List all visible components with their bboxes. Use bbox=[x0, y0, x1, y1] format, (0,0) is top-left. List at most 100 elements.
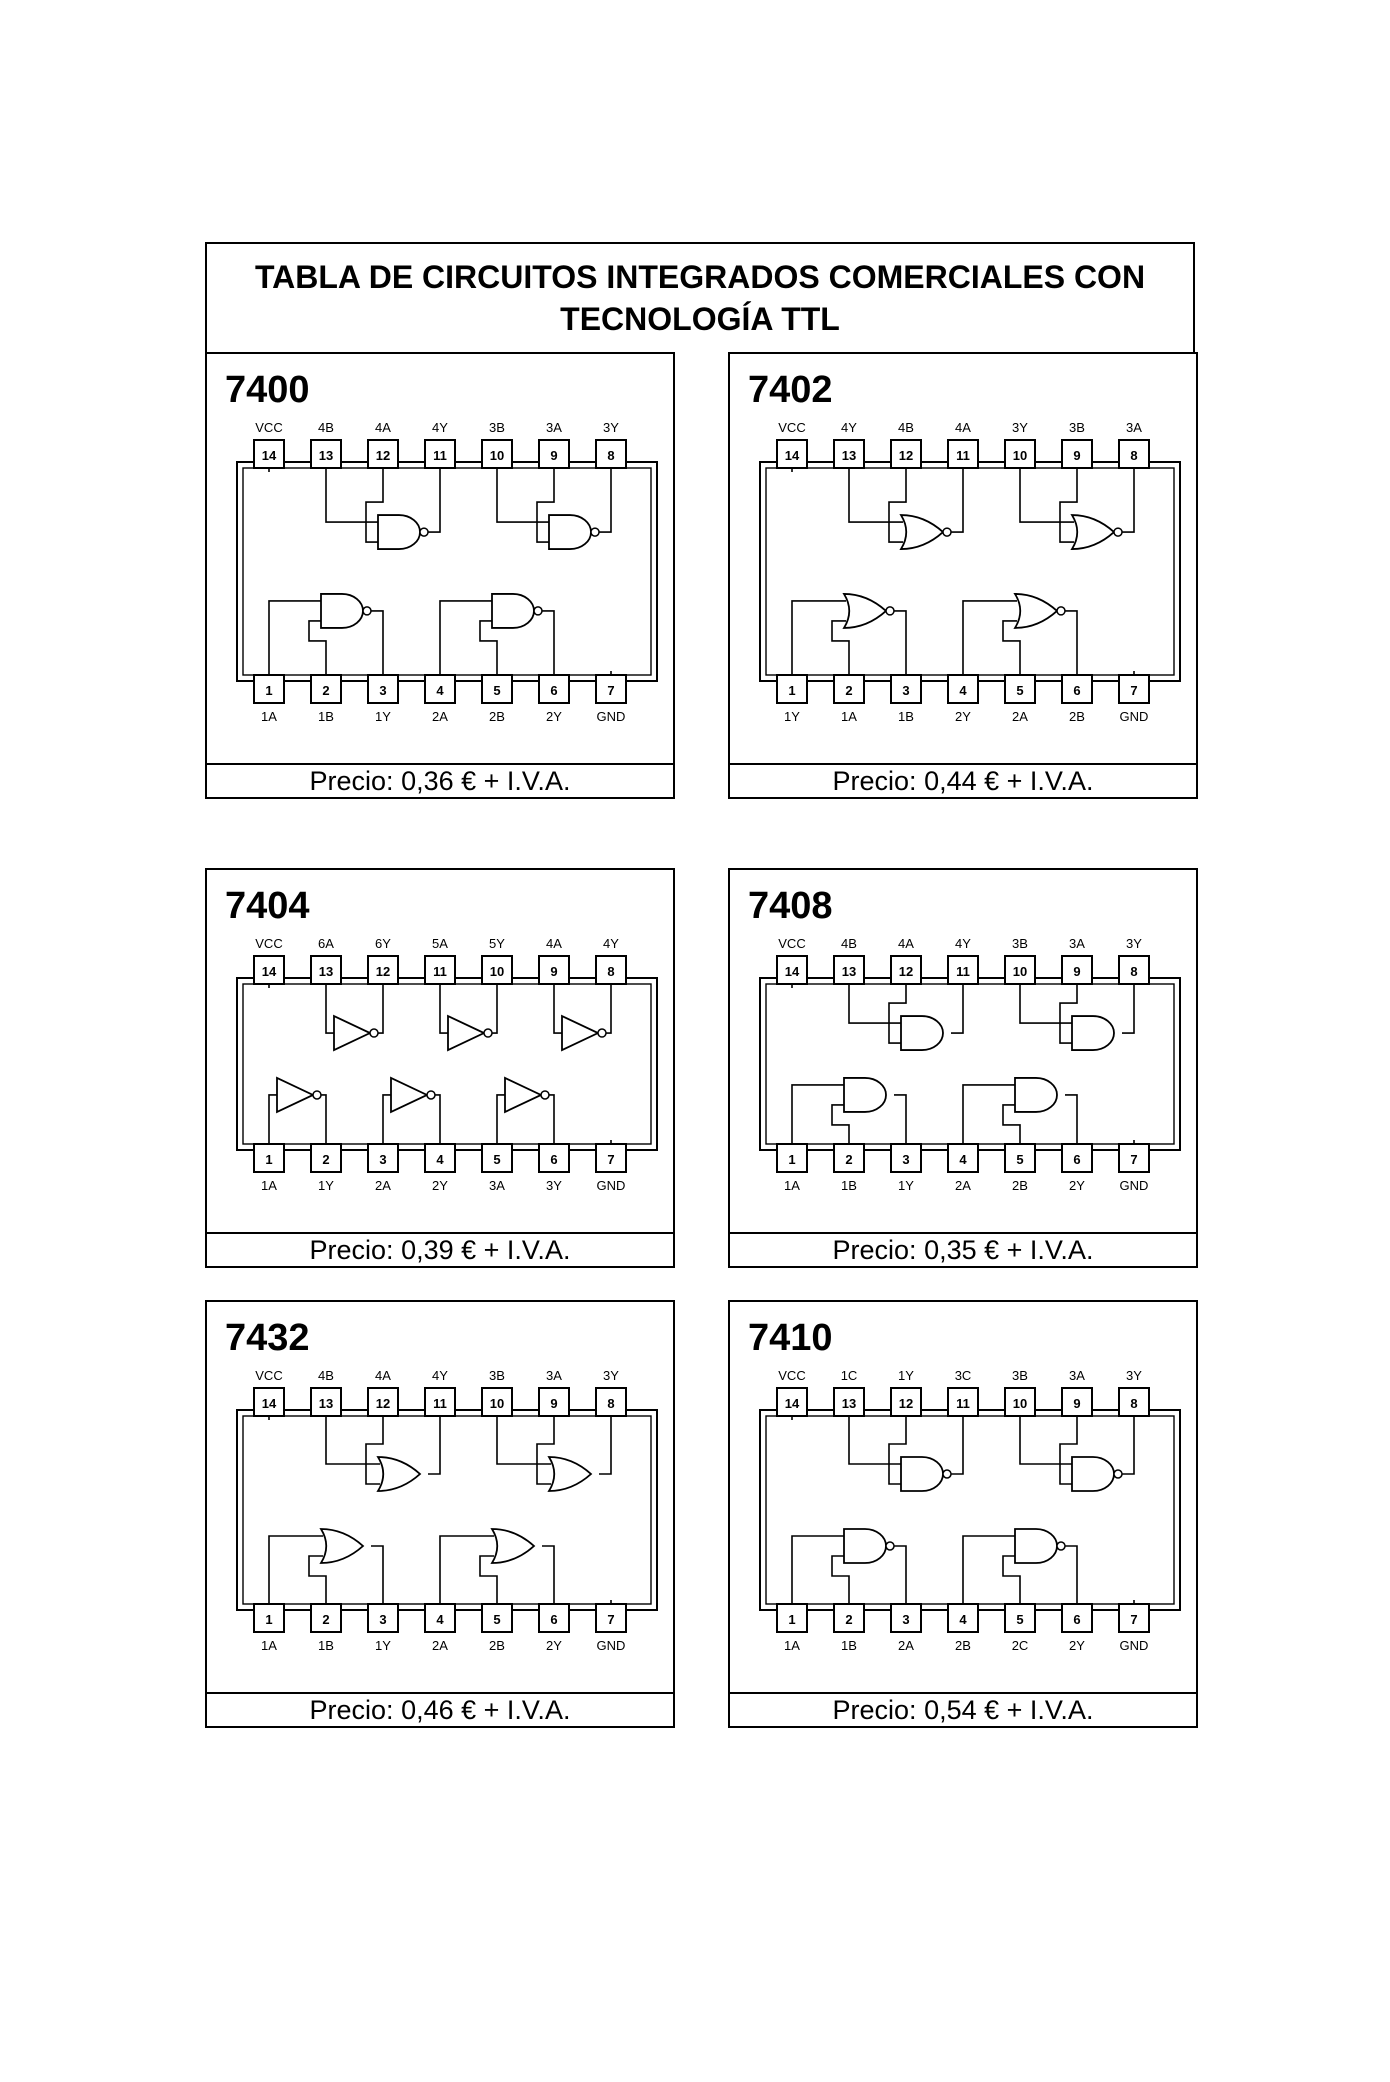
wire bbox=[1122, 1416, 1135, 1475]
package-inner-outline bbox=[765, 467, 1175, 676]
pin-box bbox=[833, 1603, 865, 1633]
pin-number: 1 bbox=[788, 1152, 795, 1167]
chip-diagram: 7400 14 VCC 1 1A 13 4B 2 1B 12 4A 3 1Y 11 4Y 4 2A 10 3B 5 2B… bbox=[225, 369, 658, 724]
not-gate-symbol bbox=[561, 1014, 607, 1052]
chip-panel-7400: 7400 14 VCC 1 1A 13 4B 2 1B 12 4A 3 1Y 11 4Y 4 2A 10 3B 5 2B… bbox=[205, 352, 675, 799]
not-gate-symbol bbox=[447, 1014, 493, 1052]
pin-label: 4A bbox=[375, 420, 391, 435]
wire bbox=[553, 984, 562, 1034]
wire bbox=[791, 1084, 846, 1144]
pin-number: 11 bbox=[956, 448, 970, 463]
pin-label: 2Y bbox=[1069, 1178, 1085, 1193]
pin-number: 3 bbox=[379, 1152, 386, 1167]
pin-number: 8 bbox=[1130, 964, 1137, 979]
not-gate-symbol bbox=[390, 1076, 436, 1114]
pin-label: 2B bbox=[489, 709, 505, 724]
pin-label: 1B bbox=[841, 1638, 857, 1653]
pin-label: 1A bbox=[784, 1178, 800, 1193]
gate-body bbox=[490, 1528, 536, 1564]
pin-box bbox=[538, 1603, 570, 1633]
inversion-bubble bbox=[1113, 1469, 1123, 1479]
wire bbox=[428, 468, 441, 533]
pin-number: 10 bbox=[490, 964, 504, 979]
wire bbox=[1065, 610, 1078, 675]
price-label: Precio: 0,44 € + I.V.A. bbox=[730, 763, 1196, 797]
not-gate-symbol bbox=[504, 1076, 550, 1114]
package-outline bbox=[236, 461, 658, 682]
nand3-gate-symbol bbox=[900, 1456, 952, 1492]
pin-label: 3A bbox=[1126, 420, 1142, 435]
package-outline bbox=[236, 1409, 658, 1611]
gate-body bbox=[276, 1076, 316, 1114]
wire bbox=[962, 1535, 1017, 1604]
pin-number: 10 bbox=[1013, 1396, 1027, 1411]
gate-body bbox=[447, 1014, 487, 1052]
wire bbox=[1059, 984, 1078, 1044]
pin-box bbox=[481, 1143, 513, 1173]
pin-box bbox=[833, 955, 865, 985]
and-gate-symbol bbox=[843, 1077, 887, 1113]
pin-label: 1C bbox=[841, 1368, 858, 1383]
pin-box bbox=[253, 1387, 285, 1417]
pin-label: 4Y bbox=[841, 420, 857, 435]
pin-number: 6 bbox=[550, 1612, 557, 1627]
pin-number: 14 bbox=[785, 448, 800, 463]
gate-body bbox=[1071, 1015, 1115, 1051]
inversion-bubble bbox=[1113, 527, 1123, 537]
wire bbox=[888, 1416, 907, 1485]
not-gate-symbol bbox=[333, 1014, 379, 1052]
pin-box bbox=[1061, 1143, 1093, 1173]
gate-body bbox=[1014, 1077, 1058, 1113]
gate-body bbox=[1071, 1456, 1115, 1492]
nor-gate-symbol bbox=[899, 514, 952, 550]
wire bbox=[791, 600, 846, 675]
wire bbox=[606, 984, 612, 1034]
pin-box bbox=[310, 674, 342, 704]
pin-label: 2Y bbox=[955, 709, 971, 724]
gate-body bbox=[843, 1077, 887, 1113]
pin-box bbox=[595, 1387, 627, 1417]
pin-box bbox=[890, 955, 922, 985]
inversion-bubble bbox=[1056, 1541, 1066, 1551]
wire bbox=[378, 984, 384, 1034]
wire bbox=[831, 620, 850, 675]
pin-number: 5 bbox=[493, 1612, 500, 1627]
table-header: TABLA DE CIRCUITOS INTEGRADOS COMERCIALE… bbox=[205, 242, 1195, 352]
pin-number: 11 bbox=[433, 964, 447, 979]
pin-number: 5 bbox=[493, 1152, 500, 1167]
pin-label: 3Y bbox=[1126, 1368, 1142, 1383]
chip-number: 7402 bbox=[748, 369, 833, 411]
pin-number: 14 bbox=[785, 1396, 800, 1411]
wire bbox=[325, 984, 334, 1034]
pin-number: 9 bbox=[1073, 964, 1080, 979]
pin-number: 4 bbox=[959, 1612, 967, 1627]
pin-box bbox=[947, 1603, 979, 1633]
pin-label: 3B bbox=[489, 1368, 505, 1383]
page-title: TABLA DE CIRCUITOS INTEGRADOS COMERCIALE… bbox=[254, 259, 1146, 337]
pin-number: 7 bbox=[1130, 683, 1137, 698]
or-gate-symbol bbox=[490, 1528, 536, 1564]
package-inner-outline bbox=[242, 983, 652, 1145]
pin-box bbox=[310, 1143, 342, 1173]
package-inner-outline bbox=[242, 467, 652, 676]
pin-number: 7 bbox=[607, 683, 614, 698]
nand-gate-symbol bbox=[377, 514, 429, 550]
pin-number: 4 bbox=[959, 1152, 967, 1167]
pin-number: 14 bbox=[262, 448, 277, 463]
pin-label: 4A bbox=[546, 936, 562, 951]
pin-box bbox=[890, 439, 922, 469]
wire bbox=[888, 984, 907, 1044]
wire bbox=[1019, 468, 1074, 523]
inversion-bubble bbox=[419, 527, 429, 537]
pin-box bbox=[833, 674, 865, 704]
pin-number: 12 bbox=[376, 448, 390, 463]
pin-label: 3Y bbox=[603, 1368, 619, 1383]
price-label: Precio: 0,54 € + I.V.A. bbox=[730, 1692, 1196, 1726]
inversion-bubble bbox=[597, 1028, 607, 1038]
gate-body bbox=[900, 1456, 944, 1492]
inversion-bubble bbox=[369, 1028, 379, 1038]
pin-number: 13 bbox=[319, 1396, 333, 1411]
pin-label: VCC bbox=[255, 420, 282, 435]
pin-label: 3B bbox=[1012, 936, 1028, 951]
gate-body bbox=[1013, 593, 1059, 629]
